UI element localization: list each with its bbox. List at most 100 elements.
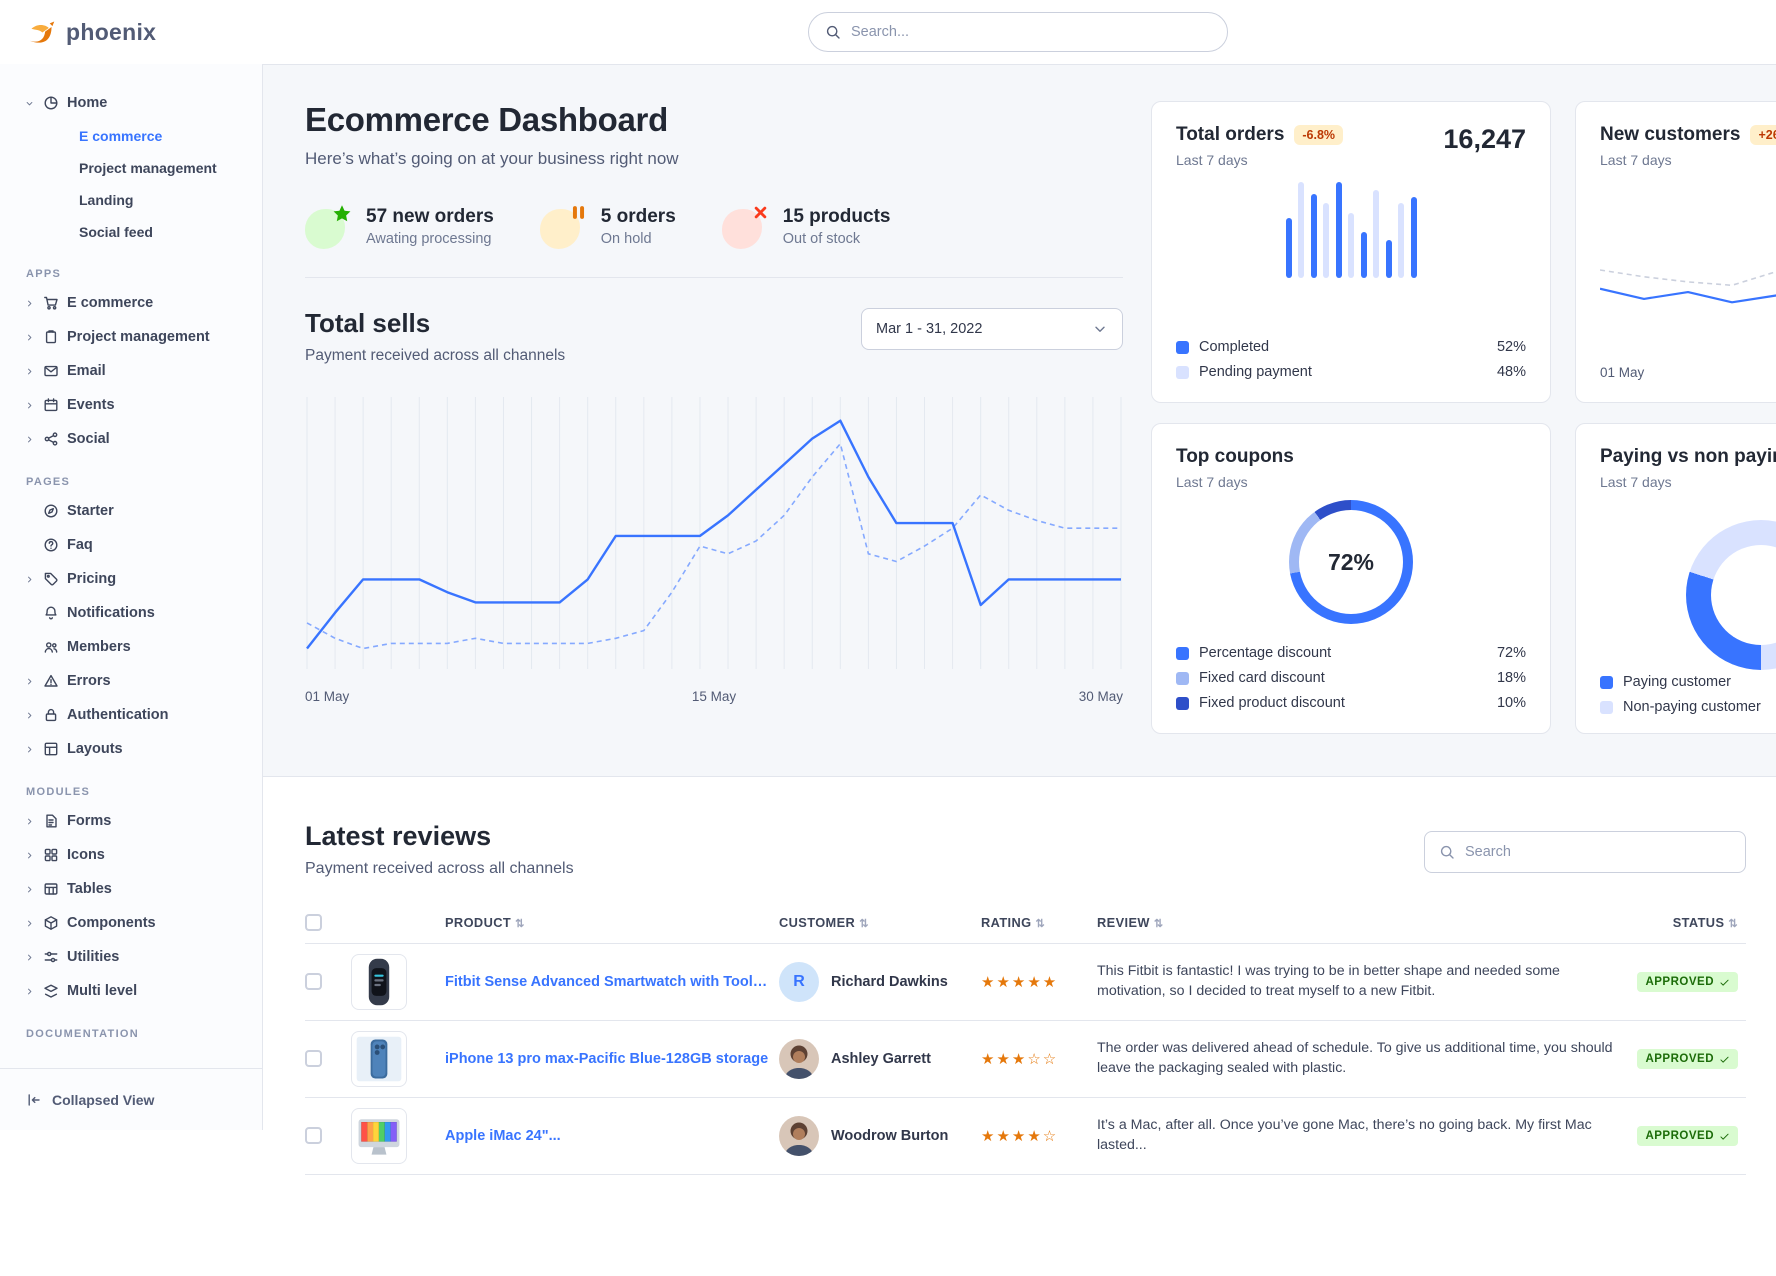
sidebar-item-components[interactable]: Components [14,906,252,940]
caret-right-icon [27,576,32,582]
caret-right-icon [27,402,32,408]
card-title: Total orders [1176,124,1285,145]
order-bar [1298,182,1304,278]
sidebar-item-forms[interactable]: Forms [14,804,252,838]
total-sells-subtitle: Payment received across all channels [305,347,566,364]
sidebar-section-label: PAGES [26,476,71,488]
customer-name: Ashley Garrett [831,1051,931,1068]
sidebar-item-starter[interactable]: Starter [14,494,252,528]
sidebar-item-multi-level[interactable]: Multi level [14,974,252,1008]
sidebar-item-errors[interactable]: Errors [14,664,252,698]
sidebar-section-label: DOCUMENTATION [26,1028,140,1040]
product-link[interactable]: Apple iMac 24"... [445,1128,561,1145]
rating-stars: ★★★☆☆ [981,1050,1059,1068]
total-sells-header: Total sells Payment received across all … [305,308,1123,365]
iphone-product-image [356,1036,402,1082]
customer-name: Woodrow Burton [831,1128,949,1145]
file-icon [46,814,57,828]
share-icon [44,432,58,446]
caret-right-icon [27,746,32,752]
review-text: This Fitbit is fantastic! I was trying t… [1097,963,1560,1000]
global-search-input[interactable] [851,24,1211,40]
product-link[interactable]: Fitbit Sense Advanced Smartwatch with To… [445,974,771,991]
stats-row: 57 new orders Awating processing 5 orders O… [305,203,1123,278]
top-header: phoenix [0,0,1776,64]
sidebar-item-e-commerce[interactable]: E commerce [14,286,252,320]
collapsed-view-toggle[interactable]: Collapsed View [0,1068,262,1130]
compass-icon [44,504,58,518]
sidebar-subitem-social-feed[interactable]: Social feed [79,224,153,240]
caret-right-icon [27,712,32,718]
latest-reviews-section: Latest reviews Payment received across a… [263,776,1776,1276]
users-icon [44,642,58,653]
card-period: Last 7 days [1176,474,1248,490]
column-header-customer[interactable]: CUSTOMER ⇅ [779,902,981,945]
sidebar-item-project-management[interactable]: Project management [14,320,252,354]
product-image[interactable] [351,1108,407,1165]
review-row: Apple iMac 24"... Woodrow Burton ★★★★☆ It’s… [305,1097,1746,1176]
product-link[interactable]: iPhone 13 pro max-Pacific Blue-128GB sto… [445,1051,769,1068]
sort-icon: ⇅ [1153,918,1164,931]
product-image[interactable] [351,954,407,1011]
column-header-review[interactable]: REVIEW ⇅ [1097,902,1637,945]
row-checkbox[interactable] [305,1050,322,1068]
global-search[interactable] [808,12,1228,52]
sidebar-item-icons[interactable]: Icons [14,838,252,872]
box-icon [44,916,58,930]
column-header-status[interactable]: STATUS ⇅ [1637,902,1746,945]
sidebar-item-pricing[interactable]: Pricing [14,562,252,596]
brand-logo[interactable]: phoenix [0,17,240,48]
order-bar [1285,218,1292,278]
sidebar-item-faq[interactable]: Faq [14,528,252,562]
order-bar [1410,197,1417,278]
order-bar [1323,203,1329,278]
orders-legend: Completed 52% Pending payment 48% [1176,330,1526,380]
sidebar-subitem-e-commerce[interactable]: E commerce [79,128,163,144]
pie-icon [44,96,58,110]
card-title: Top coupons [1176,446,1294,467]
collapsed-view-label: Collapsed View [52,1091,155,1108]
x-axis-label: 15 May [691,689,737,704]
card-period: Last 7 days [1600,474,1672,490]
coupons-legend: Percentage discount 72% Fixed card discoun… [1176,636,1526,711]
check-icon [1720,1056,1729,1063]
sidebar-item-social[interactable]: Social [14,422,252,456]
sidebar-item-notifications[interactable]: Notifications [14,596,252,630]
customer-name: Richard Dawkins [831,974,948,991]
sort-icon: ⇅ [1035,918,1046,931]
reviews-search[interactable] [1424,831,1746,873]
sidebar-subitem-landing[interactable]: Landing [79,192,134,208]
calendar-icon [44,398,58,412]
row-checkbox[interactable] [305,973,322,991]
sidebar-item-events[interactable]: Events [14,388,252,422]
sidebar-item-utilities[interactable]: Utilities [14,940,252,974]
sort-icon: ⇅ [515,918,525,931]
search-icon [1439,844,1455,860]
tag-icon [44,572,58,586]
product-image[interactable] [351,1031,407,1088]
sidebar: Home E commerce Project management Landing S… [0,64,263,1130]
sort-icon: ⇅ [859,918,869,931]
customer-photo [779,1039,819,1080]
reviews-search-input[interactable] [1465,844,1731,860]
sidebar-item-home[interactable]: Home [14,86,252,120]
column-header-rating[interactable]: RATING ⇅ [981,902,1097,945]
caret-right-icon [27,678,32,684]
sidebar-item-members[interactable]: Members [14,630,252,664]
brand-name: phoenix [66,18,157,45]
sidebar-item-layouts[interactable]: Layouts [14,732,252,766]
caret-down-icon [26,101,33,105]
select-all-checkbox[interactable] [305,914,322,932]
sidebar-item-email[interactable]: Email [14,354,252,388]
page-title: Ecommerce Dashboard [305,101,668,138]
column-header-product[interactable]: PRODUCT ⇅ [445,902,779,945]
stat-on-hold: 5 orders On hold [539,203,676,249]
sidebar-item-authentication[interactable]: Authentication [14,698,252,732]
sidebar-item-tables[interactable]: Tables [14,872,252,906]
grid-icon [44,848,58,862]
new-customers-chart [1600,269,1776,304]
sidebar-subitem-project-management[interactable]: Project management [79,160,217,176]
caret-right-icon [27,436,32,442]
top-coupons-card: Top coupons Last 7 days 72% Percentage d… [1151,423,1551,734]
date-range-select[interactable]: Mar 1 - 31, 2022 [861,308,1123,350]
